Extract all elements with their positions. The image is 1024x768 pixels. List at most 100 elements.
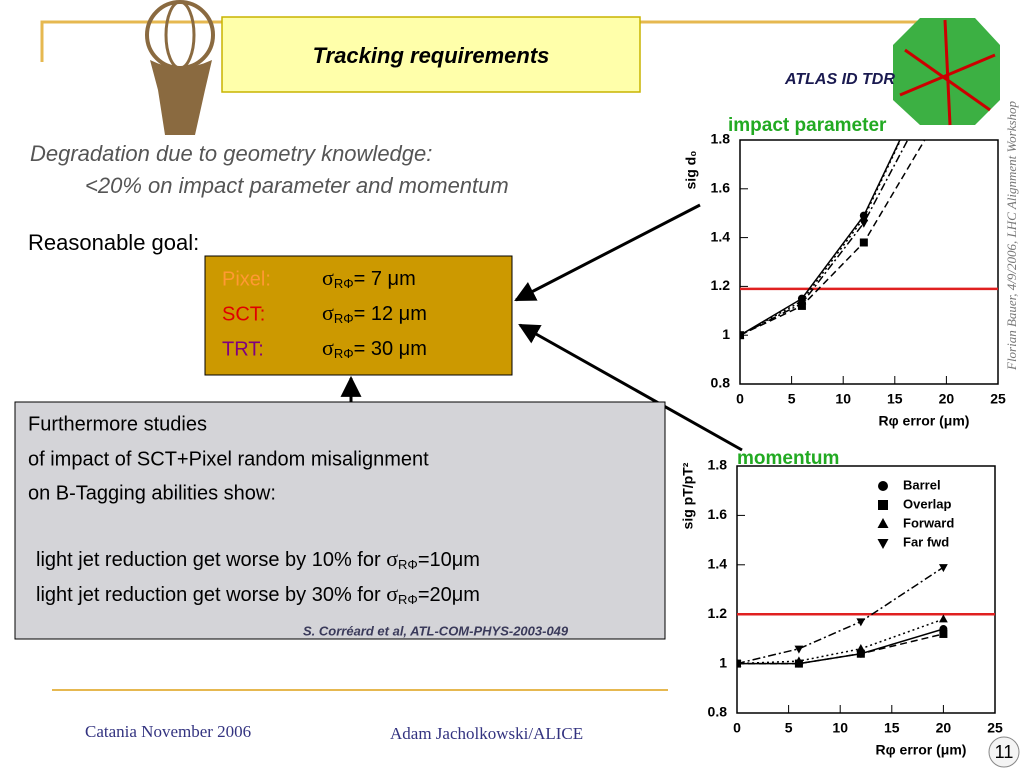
plot-title: momentum xyxy=(737,448,839,469)
symbol: σ xyxy=(322,335,334,360)
goal-label: Reasonable goal: xyxy=(28,230,199,255)
value: =10μm xyxy=(418,549,480,571)
goal-formula: σRΦ= 12 μm xyxy=(322,300,427,326)
plot-frame xyxy=(736,465,996,714)
data-point xyxy=(856,643,866,652)
data-point xyxy=(856,618,866,627)
result-line: light jet reduction get worse by 10% for… xyxy=(36,546,480,572)
y-tick-label: 1.6 xyxy=(708,506,728,522)
citation: S. Corréard et al, ATL-COM-PHYS-2003-049 xyxy=(303,623,569,638)
frame-line xyxy=(40,20,960,62)
text: light jet reduction get worse by 30% for xyxy=(36,584,386,606)
y-tick-label: 1.8 xyxy=(711,131,731,147)
logo xyxy=(893,18,1000,126)
subscript: RΦ xyxy=(398,557,418,572)
y-tick-label: 1.4 xyxy=(711,228,731,244)
value: = 30 μm xyxy=(354,338,427,360)
y-tick-label: 1.4 xyxy=(708,556,728,572)
x-tick-label: 10 xyxy=(832,720,848,736)
text: light jet reduction get worse by 10% for xyxy=(36,549,386,571)
y-tick-label: 1.6 xyxy=(711,180,731,196)
series-line xyxy=(737,628,944,665)
series-line xyxy=(737,633,944,665)
y-tick-label: 1.2 xyxy=(711,277,731,293)
series-line xyxy=(740,140,902,336)
x-tick-label: 25 xyxy=(990,391,1006,407)
intro-line: <20% on impact parameter and momentum xyxy=(85,173,509,198)
subscript: RΦ xyxy=(334,311,354,326)
arrow xyxy=(518,323,743,452)
x-axis-label: Rφ error (μm) xyxy=(879,413,970,429)
footer-left: Catania November 2006 xyxy=(85,722,251,741)
y-axis-label: sig pT/pT² xyxy=(680,462,696,529)
studies-line: on B-Tagging abilities show: xyxy=(28,482,276,504)
goal-box xyxy=(204,255,513,376)
goal-label: Pixel: xyxy=(222,268,271,290)
legend-label: Forward xyxy=(903,515,954,530)
x-tick-label: 0 xyxy=(733,720,741,736)
goal-formula: σRΦ= 7 μm xyxy=(322,265,416,291)
data-point xyxy=(859,238,868,247)
value: =20μm xyxy=(418,584,480,606)
series-line xyxy=(740,140,901,336)
goal-formula: σRΦ= 30 μm xyxy=(322,335,427,361)
title: Tracking requirements xyxy=(313,43,550,68)
data-point xyxy=(859,213,869,222)
series-line xyxy=(737,618,944,665)
subscript: RΦ xyxy=(334,346,354,361)
result-line: light jet reduction get worse by 30% for… xyxy=(36,581,480,607)
arrow xyxy=(514,203,701,302)
side-note: Florian Bauer, 4/9/2006, LHC Alignment W… xyxy=(1004,100,1019,371)
y-tick-label: 1 xyxy=(719,654,727,670)
data-point xyxy=(859,219,869,228)
legend-marker xyxy=(878,481,888,491)
data-point xyxy=(939,564,948,573)
data-point xyxy=(939,614,948,623)
series-group xyxy=(740,140,926,340)
subscript: RΦ xyxy=(334,276,354,291)
studies-line: Furthermore studies xyxy=(28,413,207,435)
plot-frame xyxy=(739,139,999,385)
value: = 7 μm xyxy=(354,268,416,290)
symbol: σ xyxy=(322,300,334,325)
legend-label: Barrel xyxy=(903,477,941,492)
title-box xyxy=(221,16,641,93)
series-line xyxy=(740,140,926,336)
data-point xyxy=(797,300,807,309)
series-line xyxy=(740,140,909,336)
y-tick-label: 0.8 xyxy=(708,704,728,720)
x-tick-label: 5 xyxy=(785,720,793,736)
footer-center: Adam Jacholkowski/ALICE xyxy=(390,724,583,743)
legend-marker xyxy=(877,518,889,528)
legend-label: Far fwd xyxy=(903,534,949,549)
data-point xyxy=(737,660,742,669)
statue xyxy=(145,0,215,135)
x-tick-label: 25 xyxy=(987,720,1003,736)
symbol: σ xyxy=(386,546,398,571)
x-tick-label: 15 xyxy=(884,720,900,736)
goal-label: TRT: xyxy=(222,338,264,360)
data-point xyxy=(856,649,865,658)
subscript: RΦ xyxy=(398,592,418,607)
symbol: σ xyxy=(386,581,398,606)
intro-line: Degradation due to geometry knowledge: xyxy=(30,141,432,166)
page-badge xyxy=(988,736,1020,768)
goal-label: SCT: xyxy=(222,303,265,325)
studies-line: of impact of SCT+Pixel random misalignme… xyxy=(28,448,429,470)
x-tick-label: 10 xyxy=(835,391,851,407)
series-group xyxy=(737,564,948,669)
x-axis-label: Rφ error (μm) xyxy=(876,742,967,758)
symbol: σ xyxy=(322,265,334,290)
legend-marker xyxy=(877,539,889,549)
y-tick-label: 0.8 xyxy=(711,375,731,391)
x-tick-label: 0 xyxy=(736,391,744,407)
y-tick-label: 1 xyxy=(722,326,730,342)
data-point xyxy=(794,656,804,665)
source: ATLAS ID TDR xyxy=(784,71,895,88)
x-tick-label: 15 xyxy=(887,391,903,407)
data-point xyxy=(740,332,745,340)
data-point xyxy=(939,629,948,638)
value: = 12 μm xyxy=(354,303,427,325)
plot-title: impact parameter xyxy=(728,115,887,136)
